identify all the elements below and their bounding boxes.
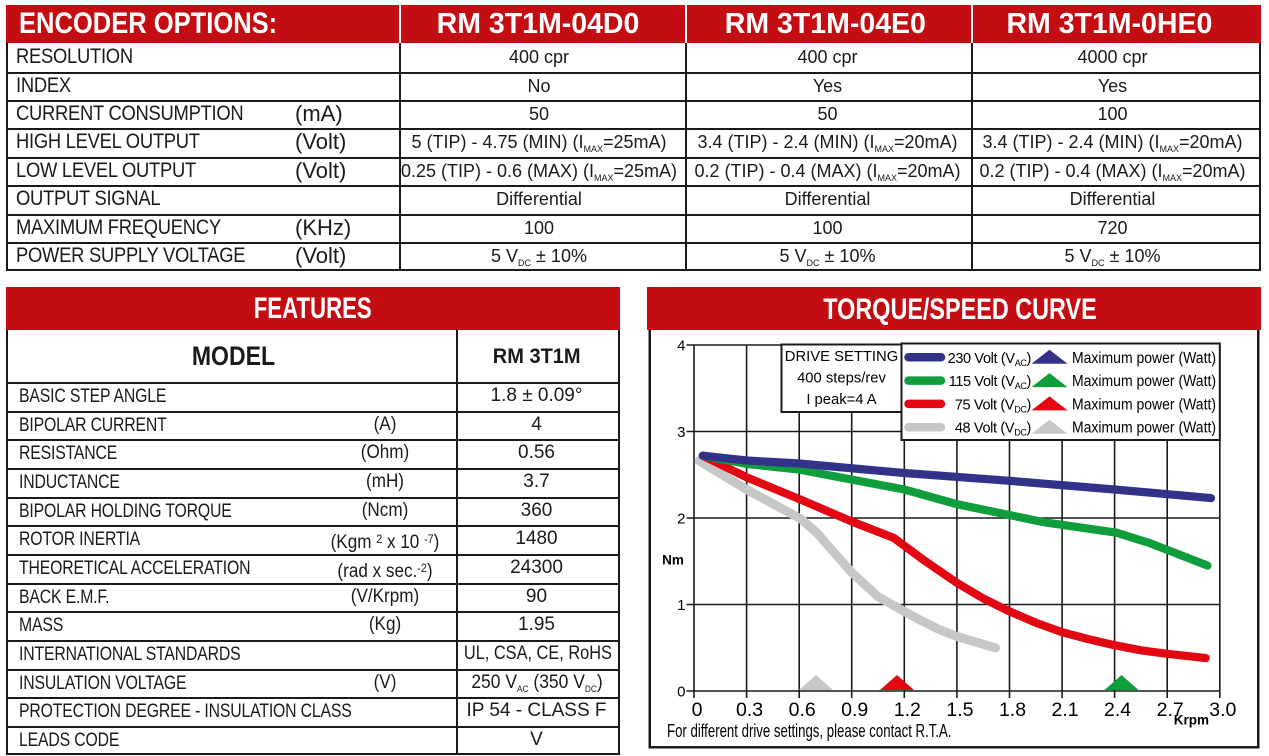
svg-text:1.2: 1.2 — [894, 699, 921, 721]
svg-text:3.0: 3.0 — [1209, 699, 1236, 721]
svg-text:For different drive settings,: For different drive settings, please con… — [667, 721, 952, 741]
svg-text:0.9: 0.9 — [841, 699, 868, 721]
svg-text:48 Volt (VDC): 48 Volt (VDC) — [955, 421, 1031, 438]
svg-text:0: 0 — [692, 699, 703, 721]
svg-text:4: 4 — [677, 337, 685, 354]
svg-text:2: 2 — [677, 510, 685, 527]
svg-text:Maximum power (Watt): Maximum power (Watt) — [1072, 420, 1216, 437]
svg-text:Maximum power (Watt): Maximum power (Watt) — [1072, 396, 1216, 413]
svg-text:3: 3 — [677, 424, 685, 441]
svg-text:2.1: 2.1 — [1052, 699, 1079, 721]
svg-text:0: 0 — [677, 683, 685, 700]
svg-text:1.8: 1.8 — [999, 699, 1026, 721]
svg-text:2.7: 2.7 — [1157, 699, 1184, 721]
svg-text:0.6: 0.6 — [789, 699, 816, 721]
svg-text:115 Volt (VAC): 115 Volt (VAC) — [949, 374, 1031, 391]
svg-text:Maximum power (Watt): Maximum power (Watt) — [1072, 350, 1216, 367]
svg-text:Maximum power (Watt): Maximum power (Watt) — [1072, 373, 1216, 390]
svg-text:TORQUE/SPEED CURVE: TORQUE/SPEED CURVE — [823, 292, 1096, 325]
svg-text:0.3: 0.3 — [736, 699, 763, 721]
svg-text:230 Volt (VAC): 230 Volt (VAC) — [948, 351, 1031, 368]
svg-text:1.5: 1.5 — [946, 699, 973, 721]
svg-text:1: 1 — [677, 597, 685, 614]
svg-text:2.4: 2.4 — [1104, 699, 1131, 721]
svg-text:400 steps/rev: 400 steps/rev — [797, 371, 886, 387]
svg-text:DRIVE SETTING: DRIVE SETTING — [785, 349, 898, 365]
svg-text:Krpm: Krpm — [1174, 713, 1209, 728]
svg-text:I peak=4 A: I peak=4 A — [806, 392, 876, 408]
svg-text:Nm: Nm — [662, 553, 684, 568]
svg-text:75 Volt (VDC): 75 Volt (VDC) — [955, 397, 1031, 414]
